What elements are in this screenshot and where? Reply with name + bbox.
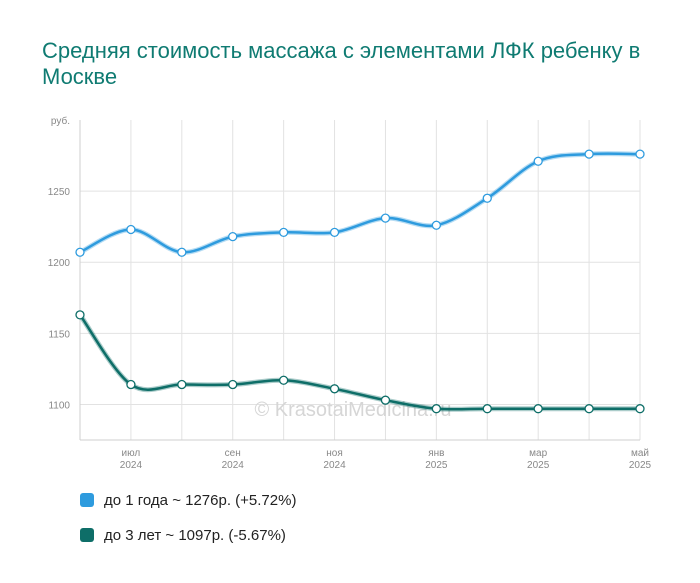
data-point-series-2 — [126, 379, 136, 390]
y-tick-label: 1200 — [48, 258, 71, 269]
x-tick-label-year: 2025 — [425, 460, 448, 471]
legend-label-1: до 1 года ~ 1276р. (+5.72%) — [104, 491, 297, 509]
y-tick-label: 1100 — [48, 400, 70, 411]
series-line-halo-1 — [78, 151, 641, 255]
data-point-series-1 — [278, 227, 289, 238]
x-tick-label-month: сен — [225, 448, 241, 459]
data-point-series-2 — [635, 404, 645, 414]
x-tick-label-year: 2024 — [120, 460, 143, 471]
data-point-series-1 — [635, 149, 645, 159]
data-point-series-1 — [329, 227, 340, 238]
x-tick-label-year: 2024 — [222, 460, 245, 471]
x-tick-label-year: 2025 — [527, 460, 550, 471]
x-tick-label-year: 2024 — [323, 460, 346, 471]
x-tick-label-month: мар — [529, 448, 547, 459]
data-point-series-1 — [126, 224, 136, 235]
data-point-series-2 — [431, 404, 442, 414]
series-line-2 — [78, 314, 640, 411]
y-axis-unit-label: руб. — [51, 115, 70, 127]
data-point-series-2 — [177, 379, 187, 390]
data-point-series-1 — [431, 220, 442, 230]
legend-swatch-1 — [80, 493, 94, 507]
data-point-series-1 — [75, 247, 85, 257]
data-point-series-1 — [584, 149, 594, 159]
data-point-series-1 — [533, 156, 543, 166]
x-tick-label-year: 2025 — [629, 460, 652, 471]
watermark-text: © KrasotaiMedicina.ru — [254, 399, 451, 421]
legend-swatch-2 — [80, 528, 94, 542]
data-point-series-2 — [228, 379, 238, 390]
data-point-series-2 — [584, 404, 594, 414]
legend-item-series-1[interactable]: до 1 года ~ 1276р. (+5.72%) — [80, 490, 296, 510]
data-point-series-2 — [278, 375, 289, 385]
data-point-series-2 — [75, 310, 85, 320]
legend: до 1 года ~ 1276р. (+5.72%) до 3 лет ~ 1… — [80, 490, 296, 545]
data-point-series-1 — [177, 247, 187, 257]
legend-item-series-2[interactable]: до 3 лет ~ 1097р. (-5.67%) — [80, 525, 296, 545]
x-tick-label-month: май — [631, 448, 649, 459]
data-point-series-1 — [482, 193, 492, 203]
y-tick-label: 1150 — [48, 329, 70, 340]
data-point-series-1 — [228, 231, 238, 242]
data-point-series-2 — [380, 395, 391, 405]
legend-label-2: до 3 лет ~ 1097р. (-5.67%) — [104, 526, 286, 544]
x-tick-label-month: янв — [428, 448, 444, 459]
y-tick-label: 1250 — [48, 187, 71, 198]
data-point-series-2 — [329, 384, 340, 394]
data-point-series-2 — [533, 404, 543, 414]
series-line-1 — [79, 152, 641, 254]
chart-title: Средняя стоимость массажа с элементами Л… — [42, 38, 641, 89]
x-tick-label-month: ноя — [326, 448, 343, 459]
data-point-series-1 — [380, 213, 391, 223]
data-point-series-2 — [482, 404, 492, 414]
x-tick-label-month: июл — [122, 448, 141, 459]
